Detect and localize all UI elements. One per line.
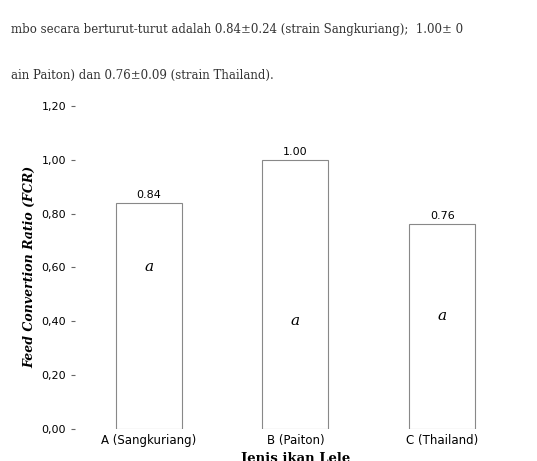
Text: 0.84: 0.84: [136, 189, 161, 200]
Y-axis label: Feed Convertion Ratio (FCR): Feed Convertion Ratio (FCR): [23, 166, 36, 368]
Text: 1.00: 1.00: [283, 147, 308, 157]
Text: a: a: [291, 314, 300, 328]
Bar: [262, 160, 328, 429]
Text: a: a: [144, 260, 153, 274]
Text: ain Paiton) dan 0.76±0.09 (strain Thailand).: ain Paiton) dan 0.76±0.09 (strain Thaila…: [11, 69, 273, 82]
Text: a: a: [438, 309, 447, 323]
Text: 0.76: 0.76: [430, 211, 454, 221]
X-axis label: Jenis ikan Lele: Jenis ikan Lele: [241, 452, 350, 461]
Bar: [115, 203, 182, 429]
Bar: [409, 225, 475, 429]
Text: mbo secara berturut-turut adalah 0.84±0.24 (strain Sangkuriang);  1.00± 0: mbo secara berturut-turut adalah 0.84±0.…: [11, 23, 463, 36]
